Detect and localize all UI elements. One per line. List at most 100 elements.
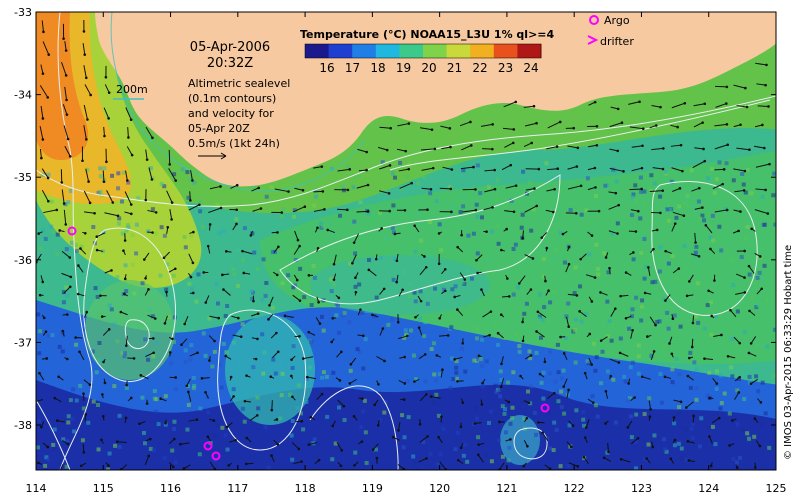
velocity-arrowhead [124,278,127,281]
velocity-arrowhead [538,168,541,171]
sst-pixel [347,320,351,324]
velocity-arrowhead [355,291,358,294]
sst-pixel [184,348,188,352]
velocity-arrowhead [234,439,237,442]
velocity-arrow [128,127,129,137]
sst-pixel [331,371,335,375]
velocity-arrowhead [108,91,111,94]
sst-pixel [38,246,42,250]
sst-pixel [694,245,698,249]
sst-pixel [652,433,656,437]
velocity-arrowhead [270,454,273,457]
velocity-arrowhead [227,464,230,467]
sst-pixel [97,447,101,451]
sst-pixel [128,284,132,288]
sst-pixel [484,453,488,457]
sst-pixel [352,220,356,224]
sst-pixel [51,443,55,447]
x-tick-label: 117 [227,482,248,495]
velocity-arrowhead [528,401,531,404]
sst-pixel [282,207,286,211]
sst-pixel [343,418,347,422]
sst-pixel [151,354,155,358]
sst-pixel [454,161,458,165]
sst-pixel [581,418,585,422]
velocity-arrowhead [107,117,110,120]
velocity-arrowhead [460,425,463,428]
velocity-arrowhead [515,184,518,187]
velocity-arrowhead [83,30,86,33]
velocity-arrowhead [380,227,383,230]
sst-pixel [683,244,687,248]
velocity-arrowhead [395,281,398,284]
sst-pixel [663,447,667,451]
altimetry-note-line-1: Altimetric sealevel [188,77,290,90]
velocity-arrowhead [638,100,641,103]
sst-pixel [131,233,135,237]
sst-pixel [481,384,485,388]
sst-pixel [691,436,695,440]
sst-pixel [52,447,56,451]
sst-pixel [494,197,498,201]
sst-pixel [310,303,314,307]
sst-pixel [574,318,578,322]
velocity-arrow [313,191,322,192]
sst-pixel [46,457,50,461]
sst-pixel [174,460,178,464]
velocity-arrowhead [637,210,640,213]
velocity-arrowhead [105,76,108,79]
sst-pixel [664,170,668,174]
velocity-arrowhead [594,186,597,189]
velocity-arrowhead [354,276,357,279]
sst-pixel [120,200,124,204]
sst-pixel [45,283,49,287]
velocity-arrowhead [333,278,336,281]
velocity-arrowhead [577,147,580,150]
velocity-arrowhead [333,263,336,266]
velocity-arrowhead [204,391,207,394]
sst-pixel [718,406,722,410]
sst-pixel [592,342,596,346]
velocity-arrowhead [102,415,105,418]
velocity-arrowhead [440,415,443,418]
sst-pixel [698,217,702,221]
sst-pixel [671,254,675,258]
velocity-arrowhead [453,358,456,361]
velocity-arrowhead [368,269,371,272]
velocity-arrowhead [77,293,80,296]
sst-pixel [280,393,284,397]
velocity-arrowhead [673,416,676,419]
colorbar-swatch [352,44,376,58]
velocity-arrowhead [122,249,125,252]
sst-pixel [692,360,696,364]
sst-pixel [497,438,501,442]
velocity-arrowhead [365,169,368,172]
velocity-arrowhead [647,266,650,269]
sst-pixel [552,421,556,425]
sst-pixel [465,460,469,464]
velocity-arrowhead [594,101,597,104]
sst-pixel [541,397,545,401]
velocity-arrowhead [276,231,279,234]
sst-pixel [671,380,675,384]
sst-pixel [434,393,438,397]
sst-pixel [160,225,164,229]
sst-pixel [559,390,563,394]
velocity-arrowhead [460,447,463,450]
velocity-arrowhead [474,422,477,425]
eddy-patch-2 [85,280,175,380]
sst-pixel [694,398,698,402]
velocity-arrow [440,188,451,189]
velocity-arrowhead [744,170,747,173]
sst-pixel [69,246,73,250]
sst-pixel [415,467,419,471]
sst-pixel [509,422,513,426]
sst-pixel [728,412,732,416]
sst-pixel [626,398,630,402]
velocity-arrowhead [556,145,559,148]
velocity-arrowhead [687,440,690,443]
velocity-arrowhead [562,233,565,236]
sst-pixel [217,231,221,235]
velocity-arrowhead [449,188,452,191]
sst-pixel [643,201,647,205]
